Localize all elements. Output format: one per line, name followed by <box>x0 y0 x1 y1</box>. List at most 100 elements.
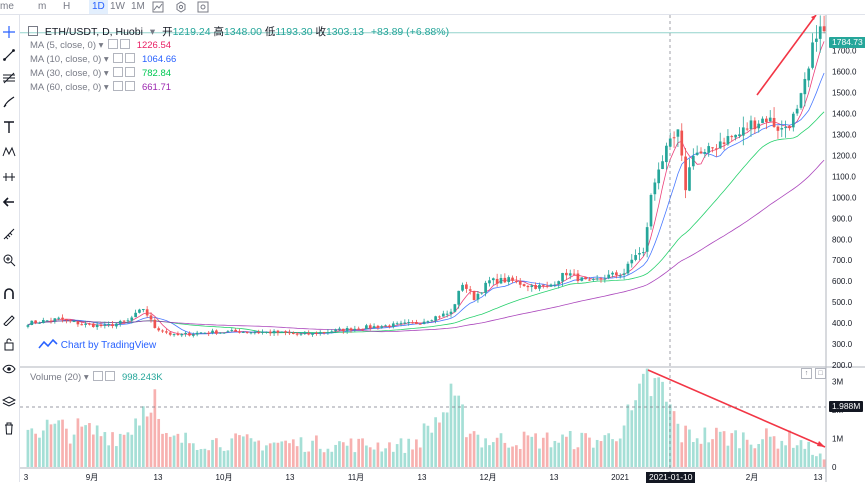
close-icon[interactable] <box>125 53 136 63</box>
eye-icon[interactable] <box>113 53 124 63</box>
pane-maximize-icon[interactable]: □ <box>815 368 826 379</box>
candle-body <box>118 320 122 324</box>
volume-bar <box>634 400 637 467</box>
volume-bar <box>549 447 553 467</box>
ma-legend-30[interactable]: MA (30, close, 0) ▾ 782.84 <box>30 67 172 79</box>
tb-interval-1d[interactable]: 1D <box>89 0 108 14</box>
collapse-icon[interactable] <box>28 26 38 36</box>
price-chart[interactable]: 200.0 300.0 400.0 500.0 600.0 700.0 800.0 900.0… <box>20 15 865 482</box>
volume-bar <box>338 441 341 467</box>
back-arrow-icon[interactable] <box>2 195 16 209</box>
volume-bar <box>507 447 511 467</box>
volume-bar <box>684 425 687 467</box>
candle-body <box>541 284 545 286</box>
time-tick-label: 13 <box>154 473 163 482</box>
volume-bar <box>384 448 387 467</box>
trash-icon[interactable] <box>2 421 16 435</box>
time-tick-label: 13 <box>550 473 559 482</box>
volume-bar <box>515 445 518 467</box>
volume-bar <box>430 432 434 467</box>
volume-bar <box>99 436 103 467</box>
candle-body <box>430 320 434 322</box>
candle-body <box>522 284 526 287</box>
tradingview-watermark[interactable]: Chart by TradingView <box>38 338 156 351</box>
price-tick-label: 1000.0 <box>832 193 857 202</box>
candle-body <box>749 120 753 130</box>
volume-bar <box>88 423 91 467</box>
tb-interval-minutes[interactable]: m <box>38 1 47 12</box>
price-tick-label: 1100.0 <box>832 172 856 181</box>
volume-bar <box>584 433 587 467</box>
pattern-icon[interactable] <box>2 145 16 159</box>
candle-body <box>307 333 311 335</box>
crosshair-date-tag: 2021-01-10 <box>646 472 696 483</box>
eye-icon[interactable] <box>113 81 124 91</box>
layers-icon[interactable] <box>2 395 16 409</box>
volume-bar <box>699 443 703 467</box>
volume-bar <box>676 423 680 467</box>
ma-legend-10[interactable]: MA (10, close, 0) ▾ 1064.66 <box>30 53 177 65</box>
brush-icon[interactable] <box>2 95 16 109</box>
ma-legend-5[interactable]: MA (5, close, 0) ▾ 1226.54 <box>30 39 172 51</box>
text-tool-icon[interactable] <box>2 120 16 134</box>
volume-bar <box>807 441 811 467</box>
candle-body <box>488 280 491 284</box>
volume-bar <box>561 434 564 467</box>
volume-bar <box>603 435 607 467</box>
volume-bar <box>118 433 122 467</box>
close-icon[interactable] <box>125 67 136 77</box>
screenshot-icon[interactable] <box>197 1 209 13</box>
lock-icon[interactable] <box>2 337 16 351</box>
grid <box>20 15 865 482</box>
candle-body <box>303 333 307 335</box>
tb-interval-1w[interactable]: 1W <box>110 1 125 12</box>
zoom-in-icon[interactable] <box>2 253 16 267</box>
trend-line-icon[interactable] <box>2 48 16 62</box>
candle-body <box>184 332 187 334</box>
volume-bar <box>172 435 176 467</box>
arrow-head-icon <box>817 441 825 447</box>
settings-icon[interactable] <box>175 1 187 13</box>
indicators-icon[interactable] <box>152 1 164 13</box>
crosshair-icon[interactable] <box>2 25 16 39</box>
dropdown-icon[interactable]: ▾ <box>149 26 156 38</box>
eye-icon[interactable] <box>93 371 104 381</box>
time-tick-label: 13 <box>286 473 295 482</box>
candle-body <box>126 320 130 322</box>
fib-retracement-icon[interactable] <box>2 71 16 85</box>
volume-bar <box>261 450 264 467</box>
candle-body <box>180 333 184 336</box>
close-icon[interactable] <box>120 39 131 49</box>
volume-bar <box>95 425 99 467</box>
close-icon[interactable] <box>105 371 116 381</box>
prediction-icon[interactable] <box>2 170 16 184</box>
volume-bar <box>461 404 464 467</box>
candle-body <box>84 323 87 325</box>
volume-bar <box>695 438 699 467</box>
tb-item-me[interactable]: me <box>0 1 14 12</box>
eye-icon[interactable] <box>113 67 124 77</box>
volume-bar <box>134 418 137 467</box>
pane-up-icon[interactable]: ↑ <box>801 368 812 379</box>
candle-body <box>253 332 257 334</box>
magnet-icon[interactable] <box>2 287 16 301</box>
candle-body <box>468 289 472 291</box>
volume-bar <box>107 445 111 467</box>
close-icon[interactable] <box>125 81 136 91</box>
eye-icon[interactable] <box>108 39 119 49</box>
ruler-icon[interactable] <box>2 227 16 241</box>
volume-bar <box>72 434 76 467</box>
volume-bar <box>622 425 626 467</box>
draw-mode-icon[interactable] <box>2 312 16 326</box>
price-tick-label: 500.0 <box>832 298 853 307</box>
candle-body <box>238 331 241 333</box>
volume-legend[interactable]: Volume (20) ▾ 998.243K <box>30 371 163 383</box>
volume-bar <box>541 437 545 467</box>
ma-legend-60[interactable]: MA (60, close, 0) ▾ 661.71 <box>30 81 172 93</box>
tb-interval-hours[interactable]: H <box>63 1 71 12</box>
volume-bar <box>361 438 364 467</box>
tb-interval-1m[interactable]: 1M <box>131 1 145 12</box>
ma30-line <box>27 111 825 334</box>
candle-body <box>95 324 99 328</box>
eye-icon[interactable] <box>2 362 16 376</box>
